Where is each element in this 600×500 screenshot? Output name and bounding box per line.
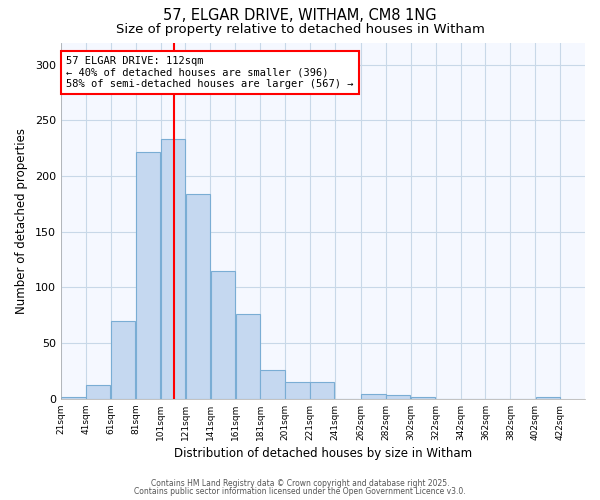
Text: Size of property relative to detached houses in Witham: Size of property relative to detached ho…	[116, 22, 484, 36]
Bar	[136, 152, 160, 399]
Text: Contains HM Land Registry data © Crown copyright and database right 2025.: Contains HM Land Registry data © Crown c…	[151, 478, 449, 488]
Bar	[61, 396, 86, 399]
Bar	[186, 194, 210, 399]
Bar	[361, 394, 386, 399]
Bar	[310, 382, 334, 399]
Text: 57, ELGAR DRIVE, WITHAM, CM8 1NG: 57, ELGAR DRIVE, WITHAM, CM8 1NG	[163, 8, 437, 22]
Bar	[386, 396, 410, 399]
Bar	[536, 396, 560, 399]
Text: 57 ELGAR DRIVE: 112sqm
← 40% of detached houses are smaller (396)
58% of semi-de: 57 ELGAR DRIVE: 112sqm ← 40% of detached…	[66, 56, 353, 89]
Bar	[111, 321, 136, 399]
Bar	[286, 382, 310, 399]
X-axis label: Distribution of detached houses by size in Witham: Distribution of detached houses by size …	[174, 447, 472, 460]
Bar	[236, 314, 260, 399]
Bar	[161, 140, 185, 399]
Bar	[86, 386, 110, 399]
Y-axis label: Number of detached properties: Number of detached properties	[15, 128, 28, 314]
Bar	[411, 396, 436, 399]
Text: Contains public sector information licensed under the Open Government Licence v3: Contains public sector information licen…	[134, 487, 466, 496]
Bar	[211, 271, 235, 399]
Bar	[260, 370, 284, 399]
